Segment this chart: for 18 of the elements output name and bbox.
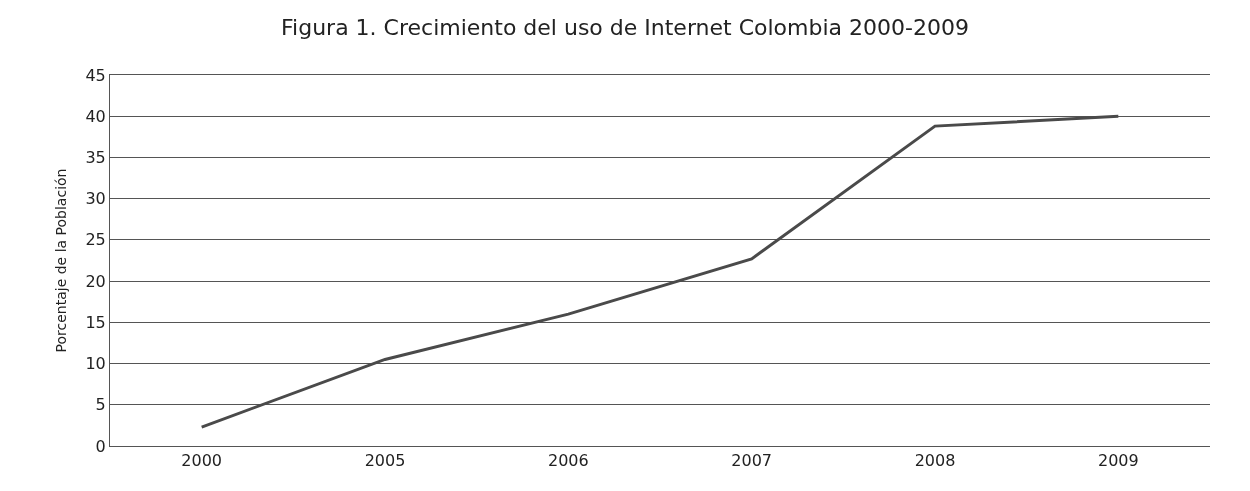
y-tick-label: 40 <box>85 106 106 126</box>
x-tick-label: 2009 <box>1097 451 1139 471</box>
x-tick-label: 2000 <box>181 451 223 471</box>
y-tick-label: 30 <box>85 189 106 209</box>
y-tick-label: 25 <box>85 230 106 250</box>
y-tick-label: 10 <box>85 354 106 374</box>
y-tick-label: 15 <box>85 312 106 332</box>
x-tick-label: 2007 <box>731 451 773 471</box>
y-tick-label: 0 <box>95 436 106 456</box>
y-tick-label: 35 <box>85 148 106 168</box>
y-axis-title: Porcentaje de la Población <box>53 168 70 353</box>
chart-title: Figura 1. Crecimiento del uso de Internet Colombia 2000-2009 <box>281 15 969 41</box>
y-tick-label: 45 <box>85 65 106 85</box>
y-tick-label: 5 <box>95 395 106 415</box>
y-tick-label: 20 <box>85 271 106 291</box>
x-tick-label: 2006 <box>547 451 589 471</box>
x-tick-label: 2008 <box>914 451 956 471</box>
x-tick-label: 2005 <box>364 451 406 471</box>
